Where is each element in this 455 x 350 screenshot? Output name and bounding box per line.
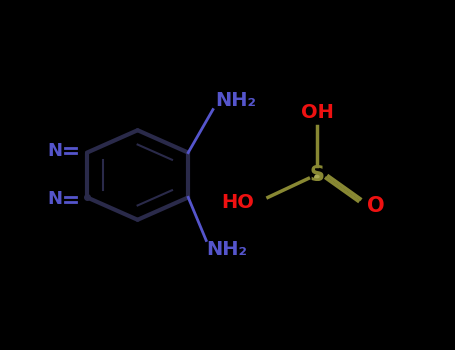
Text: O: O [367,196,384,216]
Text: HO: HO [222,193,254,212]
Text: N: N [47,190,62,208]
Text: N: N [47,142,62,160]
Text: OH: OH [301,104,334,122]
Text: S: S [310,165,325,185]
Text: NH₂: NH₂ [206,239,247,259]
Text: NH₂: NH₂ [215,91,256,111]
